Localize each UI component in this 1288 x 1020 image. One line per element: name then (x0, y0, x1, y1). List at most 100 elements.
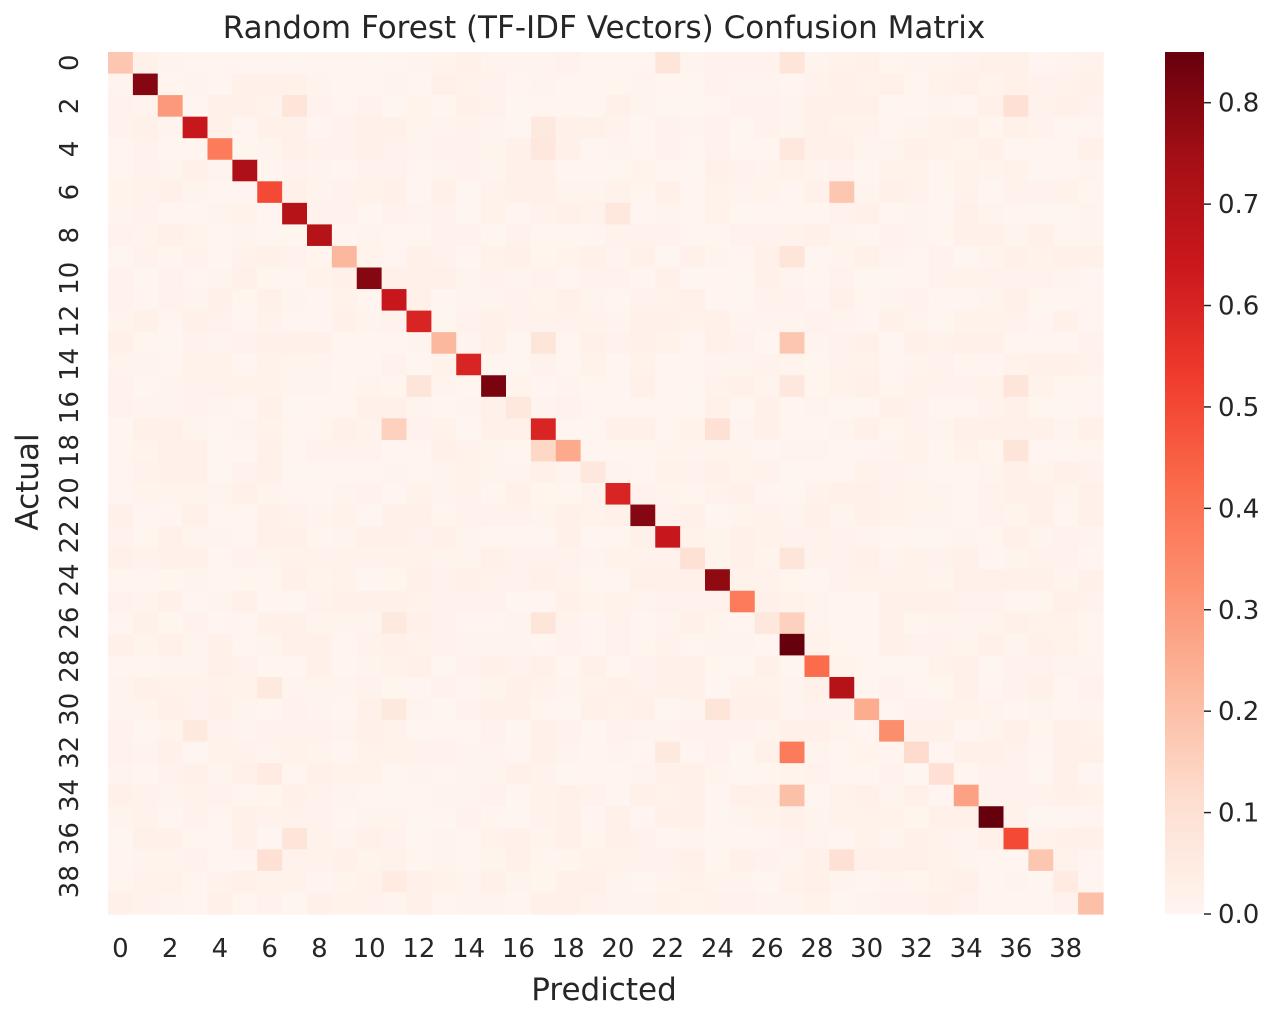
heatmap-cell (978, 849, 1005, 872)
heatmap-cell (506, 504, 532, 527)
heatmap-cell (779, 202, 806, 225)
heatmap-cell (182, 439, 209, 463)
heatmap-cell (232, 483, 258, 506)
heatmap-cell (530, 784, 557, 807)
heatmap-cell (481, 483, 507, 506)
heatmap-cell (406, 547, 432, 570)
heatmap-cell (754, 806, 781, 829)
y-tick-label: 10 (55, 262, 85, 295)
heatmap-cell (481, 181, 507, 204)
heatmap-cell (381, 138, 408, 161)
heatmap-cell (406, 633, 432, 656)
heatmap-cell (605, 784, 631, 807)
heatmap-cell (406, 138, 432, 161)
heatmap-cell (331, 806, 358, 829)
heatmap-cell (804, 870, 830, 894)
heatmap-cell (1053, 375, 1079, 398)
heatmap-cell (530, 741, 557, 764)
heatmap-cell (978, 741, 1005, 764)
heatmap-cell (381, 245, 408, 269)
heatmap-cell (282, 526, 308, 549)
heatmap-cell (157, 633, 184, 656)
heatmap-cell (680, 418, 706, 441)
heatmap-cell (779, 159, 806, 182)
heatmap-cell (331, 353, 358, 376)
heatmap-cell (605, 332, 631, 355)
heatmap-cell (605, 267, 631, 290)
heatmap-cell (1003, 224, 1029, 247)
x-tick-label: 32 (900, 934, 933, 964)
heatmap-cell (754, 159, 781, 182)
heatmap-cell (331, 267, 358, 290)
heatmap-cell (182, 698, 209, 721)
heatmap-cell (1078, 741, 1104, 764)
heatmap-cell (928, 396, 955, 419)
heatmap-cell (779, 439, 806, 463)
heatmap-cell (1053, 547, 1079, 570)
heatmap-cell (580, 461, 607, 484)
heatmap-cell (928, 483, 955, 506)
heatmap-cell (182, 202, 209, 225)
heatmap-cell (854, 569, 880, 592)
heatmap-cell (779, 569, 806, 592)
heatmap-cell (307, 138, 333, 161)
heatmap-cell (356, 590, 383, 613)
heatmap-cell (1078, 526, 1104, 549)
y-tick-label: 14 (55, 348, 85, 381)
heatmap-cell (754, 720, 781, 743)
heatmap-cell (1053, 483, 1079, 506)
heatmap-cell (580, 676, 607, 700)
heatmap-cell (232, 332, 258, 355)
heatmap-cell (182, 310, 209, 333)
heatmap-cell (1028, 827, 1054, 850)
heatmap-cell (381, 590, 408, 613)
heatmap-cell (232, 52, 258, 75)
heatmap-cell (456, 784, 482, 807)
heatmap-cell (1003, 289, 1029, 312)
heatmap-cell (953, 224, 980, 247)
heatmap-cell (1053, 741, 1079, 764)
heatmap-cell (356, 870, 383, 894)
heatmap-cell (705, 95, 731, 118)
heatmap-cell (132, 461, 159, 484)
heatmap-cell (481, 504, 507, 527)
heatmap-cell (431, 504, 457, 527)
heatmap-cell (282, 224, 308, 247)
heatmap-cell (580, 806, 607, 829)
heatmap-cell (879, 461, 905, 484)
heatmap-cell (257, 202, 283, 225)
heatmap-cell (779, 116, 806, 139)
heatmap-cell (754, 439, 781, 463)
heatmap-cell (431, 310, 457, 333)
heatmap-cell (978, 633, 1005, 656)
heatmap-cell (829, 526, 855, 549)
heatmap-cell (705, 138, 731, 161)
heatmap-cell (182, 504, 209, 527)
heatmap-cell (680, 267, 706, 290)
heatmap-cell (605, 547, 631, 570)
heatmap-cell (978, 353, 1005, 376)
heatmap-cell (506, 267, 532, 290)
heatmap-cell (481, 461, 507, 484)
heatmap-cell (605, 720, 631, 743)
heatmap-cell (1053, 353, 1079, 376)
heatmap-cell (108, 116, 134, 139)
heatmap-cell (630, 245, 656, 269)
heatmap-cell (481, 245, 507, 269)
heatmap-cell (655, 676, 681, 700)
heatmap-cell (729, 504, 756, 527)
heatmap-cell (879, 396, 905, 419)
heatmap-cell (431, 870, 457, 894)
heatmap-cell (257, 655, 283, 678)
heatmap-cell (157, 655, 184, 678)
heatmap-cell (705, 181, 731, 204)
heatmap-cell (182, 547, 209, 570)
heatmap-cell (779, 655, 806, 678)
heatmap-cell (257, 504, 283, 527)
heatmap-cell (879, 870, 905, 894)
y-tick-label: 16 (55, 391, 85, 424)
heatmap-cell (904, 698, 930, 721)
heatmap-cell (431, 181, 457, 204)
x-tick-label: 0 (112, 934, 129, 964)
heatmap-cell (953, 461, 980, 484)
